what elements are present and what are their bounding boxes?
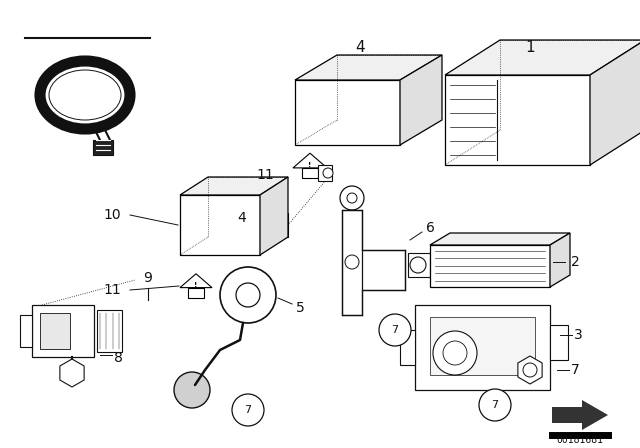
Circle shape — [323, 168, 333, 178]
Polygon shape — [260, 177, 288, 255]
Text: 4: 4 — [237, 211, 246, 225]
Circle shape — [347, 193, 357, 203]
Polygon shape — [342, 210, 405, 315]
Polygon shape — [430, 245, 550, 287]
Polygon shape — [550, 325, 568, 360]
Polygon shape — [302, 168, 318, 178]
Polygon shape — [93, 140, 113, 155]
Circle shape — [220, 267, 276, 323]
Circle shape — [523, 363, 537, 377]
Polygon shape — [400, 330, 415, 365]
Text: 2: 2 — [571, 255, 579, 269]
Ellipse shape — [48, 69, 122, 121]
Polygon shape — [180, 274, 212, 288]
Polygon shape — [518, 356, 542, 384]
Text: 3: 3 — [573, 328, 582, 342]
Circle shape — [443, 341, 467, 365]
Circle shape — [410, 257, 426, 273]
Ellipse shape — [40, 61, 130, 129]
Text: 7: 7 — [244, 405, 252, 415]
Polygon shape — [408, 253, 430, 277]
Circle shape — [174, 372, 210, 408]
Text: 7: 7 — [492, 400, 499, 410]
Text: 1: 1 — [525, 40, 535, 56]
Circle shape — [345, 255, 359, 269]
Text: 00181681: 00181681 — [557, 435, 604, 445]
Polygon shape — [445, 75, 590, 165]
Text: 11: 11 — [103, 283, 121, 297]
Text: !: ! — [195, 282, 198, 288]
Polygon shape — [260, 213, 288, 237]
Polygon shape — [552, 400, 608, 430]
Text: 7: 7 — [571, 363, 579, 377]
Polygon shape — [20, 315, 32, 347]
Text: 4: 4 — [355, 40, 365, 56]
Polygon shape — [180, 195, 260, 255]
Circle shape — [379, 314, 411, 346]
Circle shape — [479, 389, 511, 421]
Polygon shape — [40, 313, 70, 349]
Text: 10: 10 — [103, 208, 121, 222]
Polygon shape — [293, 153, 327, 168]
Ellipse shape — [49, 70, 121, 120]
Polygon shape — [415, 305, 550, 390]
Polygon shape — [180, 177, 288, 195]
Circle shape — [236, 283, 260, 307]
Circle shape — [268, 217, 284, 233]
Polygon shape — [430, 233, 570, 245]
Polygon shape — [32, 305, 94, 357]
Polygon shape — [295, 55, 442, 80]
Text: 5: 5 — [296, 301, 305, 315]
Circle shape — [232, 394, 264, 426]
Text: !: ! — [308, 162, 312, 168]
Polygon shape — [430, 317, 535, 375]
Polygon shape — [97, 310, 122, 352]
Polygon shape — [590, 40, 640, 165]
Text: 8: 8 — [113, 351, 122, 365]
Polygon shape — [188, 288, 204, 297]
Text: 11: 11 — [256, 168, 274, 182]
Circle shape — [433, 331, 477, 375]
Polygon shape — [400, 55, 442, 145]
Text: 9: 9 — [143, 271, 152, 285]
Polygon shape — [60, 359, 84, 387]
Polygon shape — [295, 80, 400, 145]
Circle shape — [340, 186, 364, 210]
Text: 7: 7 — [392, 325, 399, 335]
Text: 6: 6 — [426, 221, 435, 235]
Polygon shape — [318, 165, 332, 181]
Polygon shape — [445, 40, 640, 75]
Polygon shape — [550, 233, 570, 287]
